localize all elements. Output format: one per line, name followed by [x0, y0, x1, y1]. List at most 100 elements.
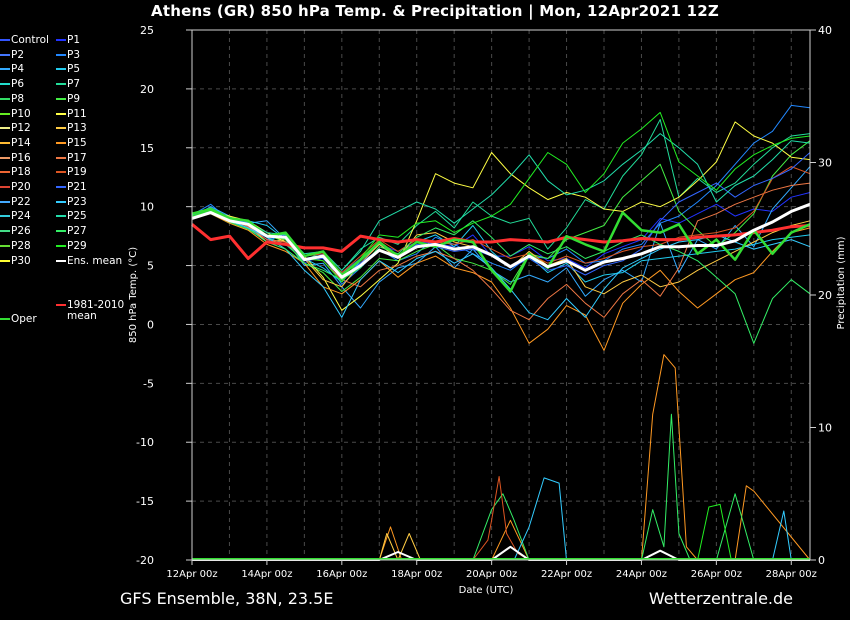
legend-entry: P16: [0, 151, 31, 165]
legend-entry: P1: [56, 33, 80, 47]
legend-entry: P18: [0, 165, 31, 179]
legend-entry: P13: [56, 121, 87, 135]
x-tick-label: 18Apr 00z: [391, 569, 442, 580]
site-credit[interactable]: Wetterzentrale.de: [648, 589, 793, 608]
member-line-p23: [191, 210, 811, 321]
legend-label: P11: [67, 107, 87, 120]
legend-label: P26: [11, 225, 31, 238]
legend-entry: P21: [56, 180, 87, 194]
precip-line-p29: [192, 503, 810, 561]
legend-swatch: [0, 156, 10, 159]
legend-label: P12: [11, 122, 31, 135]
legend-swatch: [56, 215, 66, 218]
legend-label: P19: [67, 166, 87, 179]
y-tick-label: -15: [136, 495, 154, 508]
member-line-p27: [191, 212, 811, 344]
legend-swatch: [56, 97, 66, 100]
legend-entry: P26: [0, 224, 31, 238]
legend-entry: P15: [56, 136, 87, 150]
precip-line-p19: [192, 476, 810, 561]
legend-entry: P20: [0, 180, 31, 194]
y-tick-label: -5: [143, 377, 154, 390]
y-right-tick-label: 30: [818, 157, 832, 170]
legend-swatch: [0, 186, 10, 188]
legend-swatch: [56, 53, 66, 56]
y-tick-label: -10: [136, 436, 154, 449]
legend-label: P30: [11, 254, 31, 267]
legend-swatch: [56, 200, 66, 203]
x-tick-label: 24Apr 00z: [616, 569, 667, 580]
legend-entry: P25: [56, 209, 87, 223]
legend-swatch: [0, 171, 10, 174]
legend-swatch: [56, 83, 66, 86]
legend-label: P4: [11, 63, 25, 76]
legend-entry: P5: [56, 62, 80, 76]
ens-mean-line: [191, 202, 811, 279]
legend-swatch: [0, 127, 10, 130]
y-right-tick-label: 10: [818, 422, 832, 435]
legend-swatch: [0, 112, 10, 115]
legend-swatch: [0, 230, 10, 233]
legend-swatch: [56, 39, 66, 41]
legend-label: P20: [11, 181, 31, 193]
legend-label: P3: [67, 48, 81, 61]
y-tick-label: 0: [147, 318, 154, 331]
legend-label: P29: [67, 239, 87, 252]
x-tick-label: 16Apr 00z: [316, 569, 367, 580]
legend-entry: P7: [56, 77, 80, 91]
legend-label: P2: [11, 48, 25, 61]
legend-entry: P22: [0, 195, 31, 209]
legend-entry: P8: [0, 92, 24, 106]
y-tick-label: 15: [140, 142, 154, 155]
legend-entry: P6: [0, 77, 24, 91]
y-tick-label: 20: [140, 83, 154, 96]
legend-swatch: [0, 259, 10, 262]
precipitation-series: [192, 354, 811, 561]
main-series: [191, 202, 811, 293]
legend-swatch: [56, 112, 66, 115]
legend-label: Oper: [11, 313, 37, 326]
legend-swatch: [56, 171, 66, 174]
legend-entry: P2: [0, 48, 24, 62]
precip-ens-mean-line: [192, 545, 810, 561]
legend-swatch: [56, 244, 66, 247]
legend-entry: P4: [0, 62, 24, 76]
x-tick-label: 14Apr 00z: [241, 569, 292, 580]
model-source: GFS Ensemble, 38N, 23.5E: [120, 589, 334, 608]
legend-entry: P30: [0, 254, 31, 268]
legend-swatch: [0, 53, 10, 56]
legend-label: P9: [67, 92, 81, 105]
y-tick-label: 25: [140, 24, 154, 37]
legend-swatch: [0, 215, 10, 218]
legend-label: P1: [67, 34, 81, 46]
legend-swatch: [0, 83, 10, 86]
x-tick-label: 20Apr 00z: [466, 569, 517, 580]
legend-swatch: [56, 141, 66, 144]
oper-line: [191, 207, 811, 293]
legend-swatch: [0, 39, 10, 41]
legend-entry: P27: [56, 224, 87, 238]
legend-label: P5: [67, 63, 81, 76]
legend-entry: Ens. mean: [56, 254, 122, 268]
legend-swatch: [0, 97, 10, 100]
legend-label: Ens. mean: [67, 254, 123, 267]
legend-label: P27: [67, 225, 87, 238]
x-tick-label: 22Apr 00z: [541, 569, 592, 580]
x-tick-label: 12Apr 00z: [166, 569, 217, 580]
grid: [192, 30, 810, 560]
legend-entry: Oper: [0, 312, 37, 326]
legend-entry: P23: [56, 195, 87, 209]
legend-swatch: [0, 68, 10, 71]
member-line-p21: [191, 152, 811, 278]
legend-entry: P28: [0, 239, 31, 253]
legend-swatch: [0, 200, 10, 203]
legend-label: P18: [11, 166, 31, 179]
legend-entry: P10: [0, 107, 31, 121]
y-tick-label: -20: [136, 554, 154, 567]
legend-entry: P12: [0, 121, 31, 135]
y-right-tick-label: 40: [818, 24, 832, 37]
legend-entry: P11: [56, 107, 87, 121]
y-right-tick-label: 0: [818, 554, 825, 567]
precip-line-p15: [192, 354, 811, 561]
